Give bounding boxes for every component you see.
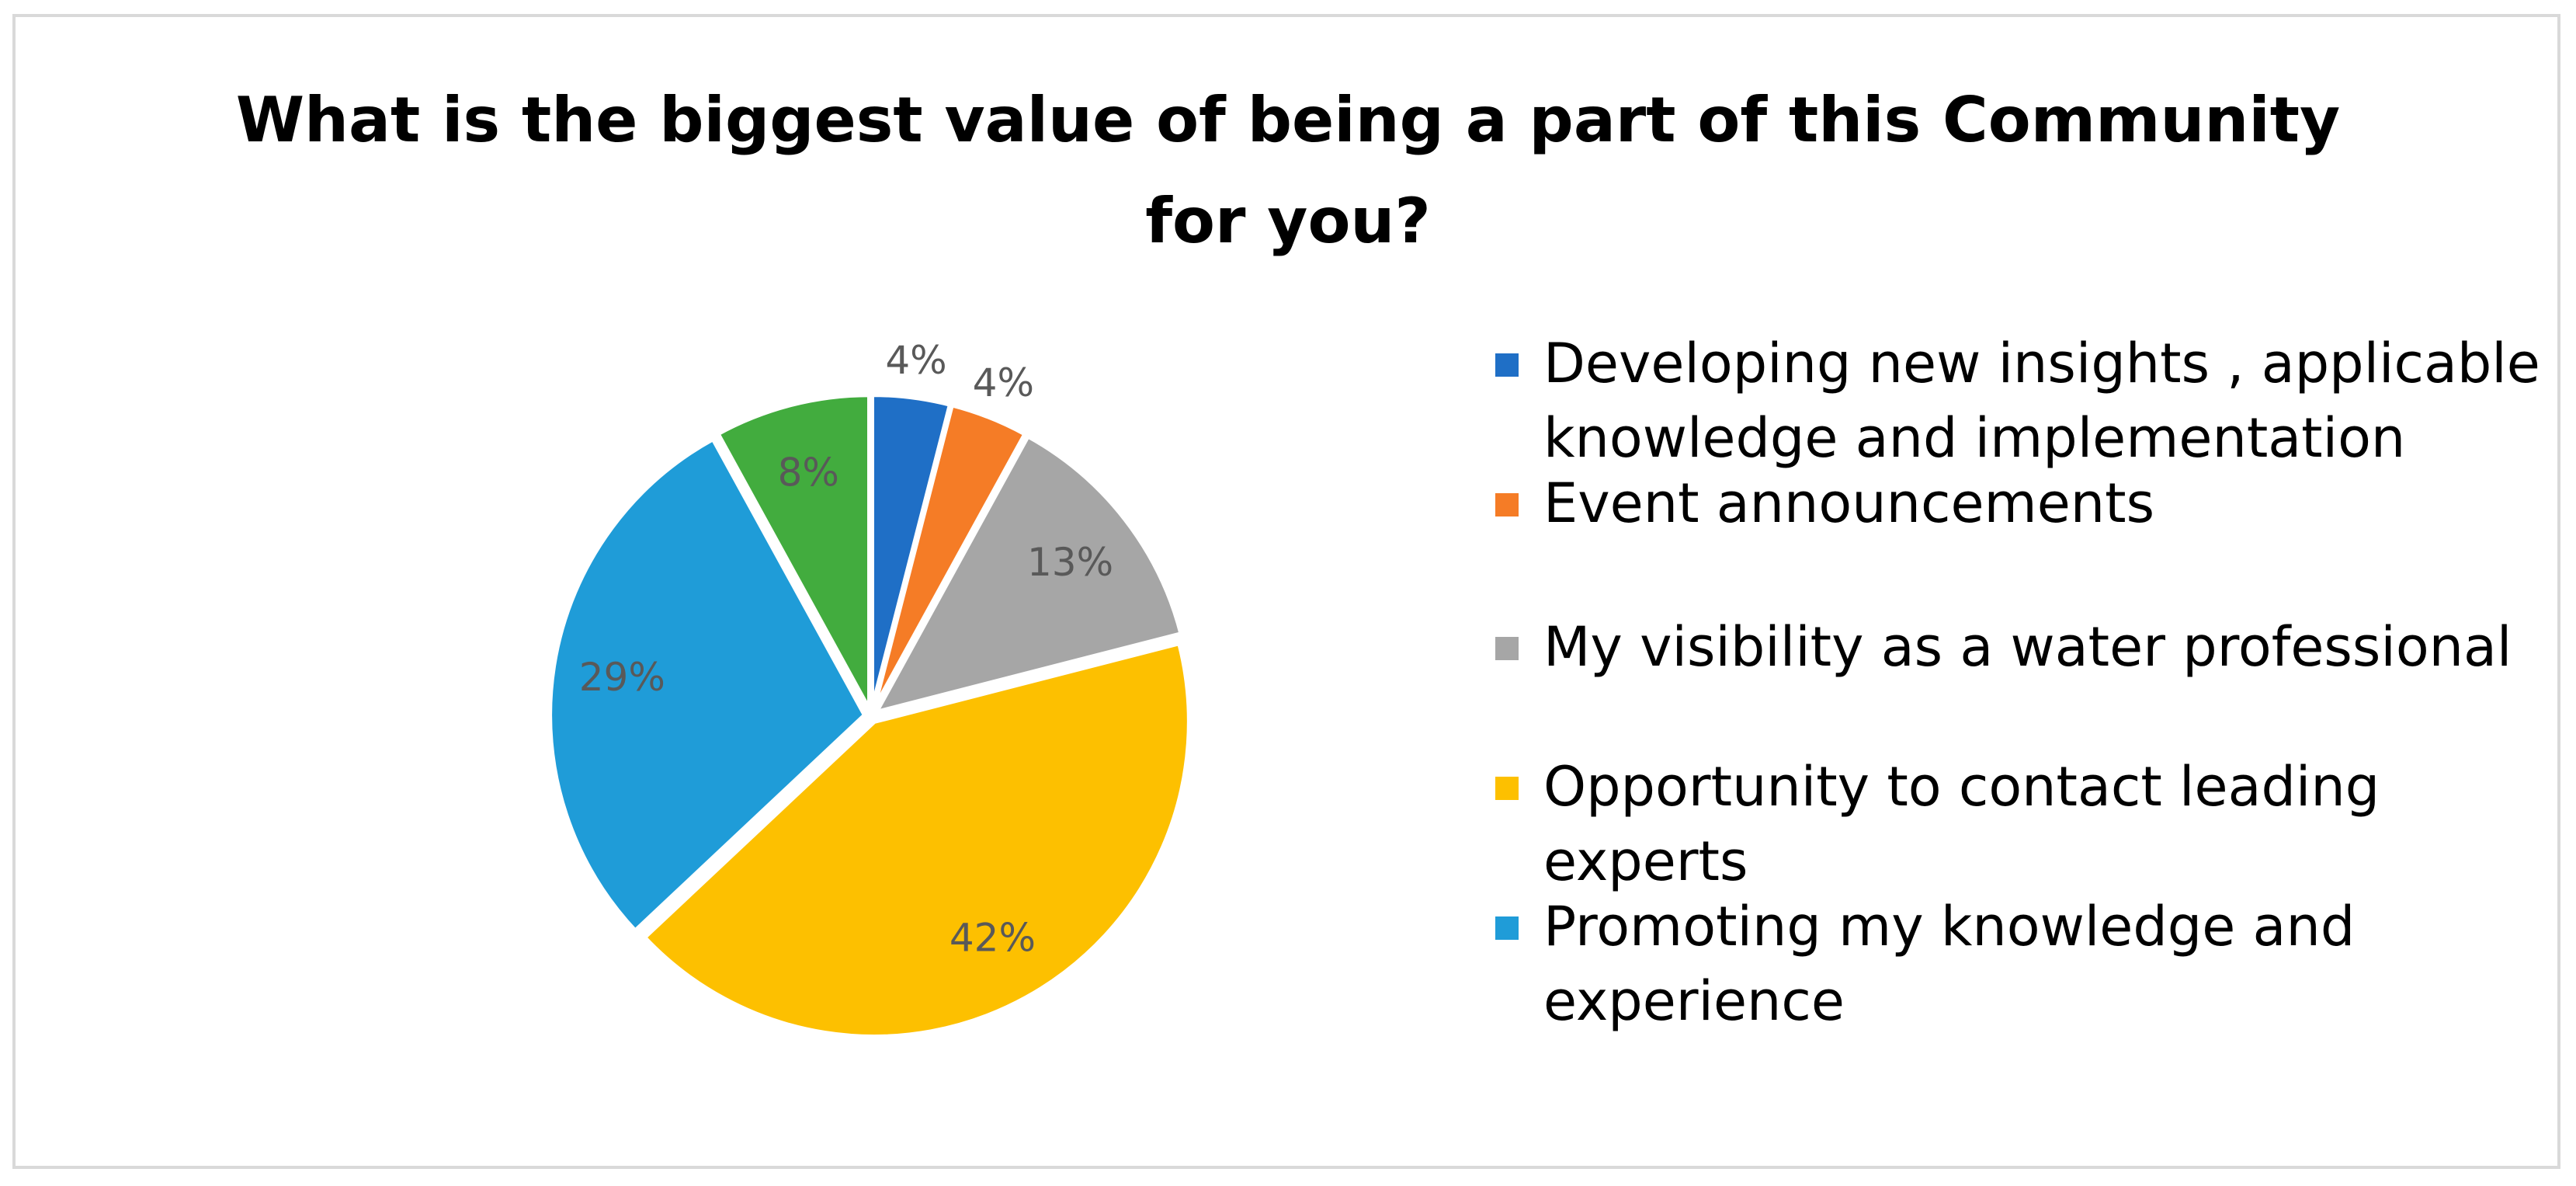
legend-label-4: Promoting my knowledge and experience xyxy=(1543,889,2560,1038)
legend-swatch-1 xyxy=(1495,493,1519,516)
slice-data-label-1: 4% xyxy=(973,360,1034,405)
legend: Developing new insights , applicable know… xyxy=(1495,0,2567,1186)
legend-label-1-line-0: Event announcements xyxy=(1543,471,2155,535)
legend-label-0-line-1: knowledge and implementation xyxy=(1543,406,2406,470)
slice-data-label-0: 4% xyxy=(885,338,946,383)
legend-swatch-2 xyxy=(1495,637,1519,660)
legend-swatch-4 xyxy=(1495,916,1519,940)
slice-data-label-3: 42% xyxy=(950,916,1036,961)
legend-label-0: Developing new insights , applicable know… xyxy=(1543,326,2560,475)
chart-frame xyxy=(12,14,2560,1169)
chart-title: What is the biggest value of being a par… xyxy=(0,70,2576,272)
legend-swatch-0 xyxy=(1495,353,1519,377)
legend-label-1: Event announcements xyxy=(1543,466,2560,541)
legend-label-2-line-0: My visibility as a water professional xyxy=(1543,615,2512,679)
slice-data-label-2: 13% xyxy=(1027,540,1113,585)
legend-label-3-line-0: Opportunity to contact leading xyxy=(1543,755,2380,819)
legend-label-4-line-1: experience xyxy=(1543,969,1845,1033)
chart-title-line-1: What is the biggest value of being a par… xyxy=(235,84,2341,156)
slice-data-label-4: 29% xyxy=(579,655,665,700)
pie-slice-1 xyxy=(871,402,1029,712)
slice-data-label-5: 8% xyxy=(778,450,839,496)
pie-slice-4 xyxy=(547,435,868,934)
legend-label-3-line-1: experts xyxy=(1543,830,1748,893)
legend-label-0-line-0: Developing new insights , applicable xyxy=(1543,332,2540,395)
legend-swatch-3 xyxy=(1495,777,1519,800)
legend-label-2: My visibility as a water professional xyxy=(1543,610,2560,684)
chart-title-line-2: for you? xyxy=(1145,185,1431,257)
pie-slice-5 xyxy=(714,392,873,711)
legend-label-4-line-0: Promoting my knowledge and xyxy=(1543,895,2356,958)
legend-label-3: Opportunity to contact leading experts xyxy=(1543,750,2560,899)
pie-slice-3 xyxy=(641,640,1192,1040)
pie-slice-2 xyxy=(871,433,1185,716)
